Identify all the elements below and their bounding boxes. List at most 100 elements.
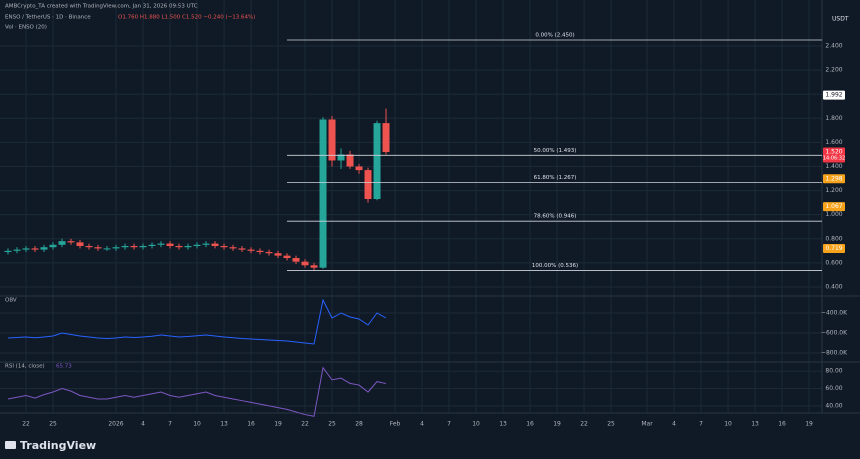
- symbol-title: ENSO / TetherUS · 1D · Binance: [5, 15, 91, 21]
- price-label: 1.298: [825, 175, 842, 182]
- x-tick-label: 25: [607, 421, 615, 428]
- y-tick-label: −600.0K: [821, 330, 848, 337]
- candle-body: [4, 250, 12, 253]
- x-tick-label: 10: [472, 421, 480, 428]
- candle-body: [58, 241, 66, 245]
- x-tick-label: 7: [168, 421, 172, 428]
- y-tick-label: −800.0K: [821, 350, 848, 357]
- brand-logo: [5, 441, 16, 449]
- x-tick-label: 10: [193, 421, 201, 428]
- candle-body: [238, 248, 246, 250]
- price-label-box: [823, 202, 845, 212]
- x-tick-label: 2026: [108, 421, 123, 428]
- x-tick-label: 22: [301, 421, 309, 428]
- candle-body: [292, 258, 300, 262]
- candle-body: [265, 252, 273, 254]
- candle-body: [382, 123, 390, 153]
- x-tick-label: 4: [420, 421, 424, 428]
- candle-body: [130, 246, 138, 248]
- candle-body: [175, 246, 183, 248]
- x-tick-label: 4: [672, 421, 676, 428]
- fib-label: 100.00% (0.536): [532, 263, 578, 269]
- x-tick-label: 4: [141, 421, 145, 428]
- candle-body: [148, 244, 156, 247]
- price-label: 1.520: [825, 149, 842, 156]
- countdown: 14:06:32: [823, 156, 845, 162]
- candle-body: [247, 249, 255, 251]
- y-tick-label: 0.800: [825, 235, 842, 242]
- y-tick-label: −400.0K: [821, 310, 848, 317]
- y-tick-label: 2.400: [825, 43, 842, 50]
- candle-body: [76, 242, 84, 247]
- price-label-box: [823, 90, 845, 100]
- candle-body: [193, 244, 201, 247]
- candle-body: [121, 246, 129, 248]
- x-tick-label: 28: [355, 421, 363, 428]
- candle-body: [67, 241, 75, 243]
- candle-body: [337, 154, 345, 161]
- y-tick-label: 1.000: [825, 211, 842, 218]
- fib-label: 0.00% (2.450): [535, 32, 574, 38]
- candle-body: [139, 246, 147, 248]
- credit: AMBCrypto_TA created with TradingView.co…: [5, 4, 198, 10]
- candle-body: [166, 243, 174, 247]
- candle-body: [220, 246, 228, 248]
- candle-body: [346, 154, 354, 167]
- y-tick-label: 0.600: [825, 259, 842, 266]
- candle-body: [274, 253, 282, 256]
- candle-body: [13, 249, 21, 251]
- candle-body: [355, 166, 363, 171]
- fib-label: 61.80% (1.267): [534, 175, 577, 181]
- x-tick-label: 16: [247, 421, 255, 428]
- x-tick-label: 22: [22, 421, 30, 428]
- candle-body: [283, 255, 291, 259]
- candle-body: [22, 248, 30, 250]
- candle-body: [373, 123, 381, 200]
- volume-title: Vol · ENSO (20): [5, 25, 47, 31]
- candle-body: [184, 246, 192, 248]
- x-tick-label: 16: [778, 421, 786, 428]
- indicator-line: [7, 366, 387, 417]
- x-tick-label: 13: [751, 421, 759, 428]
- candle-body: [31, 248, 39, 250]
- candle-body: [40, 247, 48, 250]
- candle-body: [256, 250, 264, 253]
- candle-body: [157, 243, 165, 245]
- price-label: 1.992: [825, 92, 842, 99]
- candle-body: [85, 246, 93, 248]
- grid-layer: [0, 0, 822, 413]
- price-label: 0.719: [825, 245, 842, 252]
- candle-body: [49, 244, 57, 248]
- x-tick-label: 19: [274, 421, 282, 428]
- candle-body: [211, 243, 219, 247]
- y-tick-label: 0.400: [825, 283, 842, 290]
- x-tick-label: 13: [220, 421, 228, 428]
- candle-body: [202, 243, 210, 245]
- y-tick-label: 1.400: [825, 163, 842, 170]
- x-tick-label: 19: [553, 421, 561, 428]
- candle-body: [94, 247, 102, 249]
- obv-title: OBV: [5, 298, 17, 304]
- x-tick-label: Feb: [390, 421, 401, 428]
- candle-body: [364, 170, 372, 200]
- unit-label: USDT: [832, 16, 849, 23]
- price-label: 1.067: [825, 203, 842, 210]
- y-tick-label: 1.200: [825, 187, 842, 194]
- x-tick-label: 16: [526, 421, 534, 428]
- x-tick-label: 13: [499, 421, 507, 428]
- rsi-value: 65.73: [56, 364, 72, 370]
- candle-body: [310, 265, 318, 268]
- x-tick-label: 7: [699, 421, 703, 428]
- indicator-line: [7, 298, 387, 345]
- x-tick-label: 10: [724, 421, 732, 428]
- ohlc: O1.760 H1.880 L1.500 C1.520 −0.240 (−13.…: [118, 15, 255, 21]
- price-label-box: [823, 244, 845, 254]
- price-label-box: [823, 147, 845, 163]
- candle-body: [229, 247, 237, 249]
- y-tick-label: 60.00: [825, 385, 842, 392]
- brand: TradingView: [20, 439, 96, 452]
- y-tick-label: 80.00: [825, 368, 842, 375]
- x-tick-label: 7: [447, 421, 451, 428]
- candle-body: [301, 261, 309, 266]
